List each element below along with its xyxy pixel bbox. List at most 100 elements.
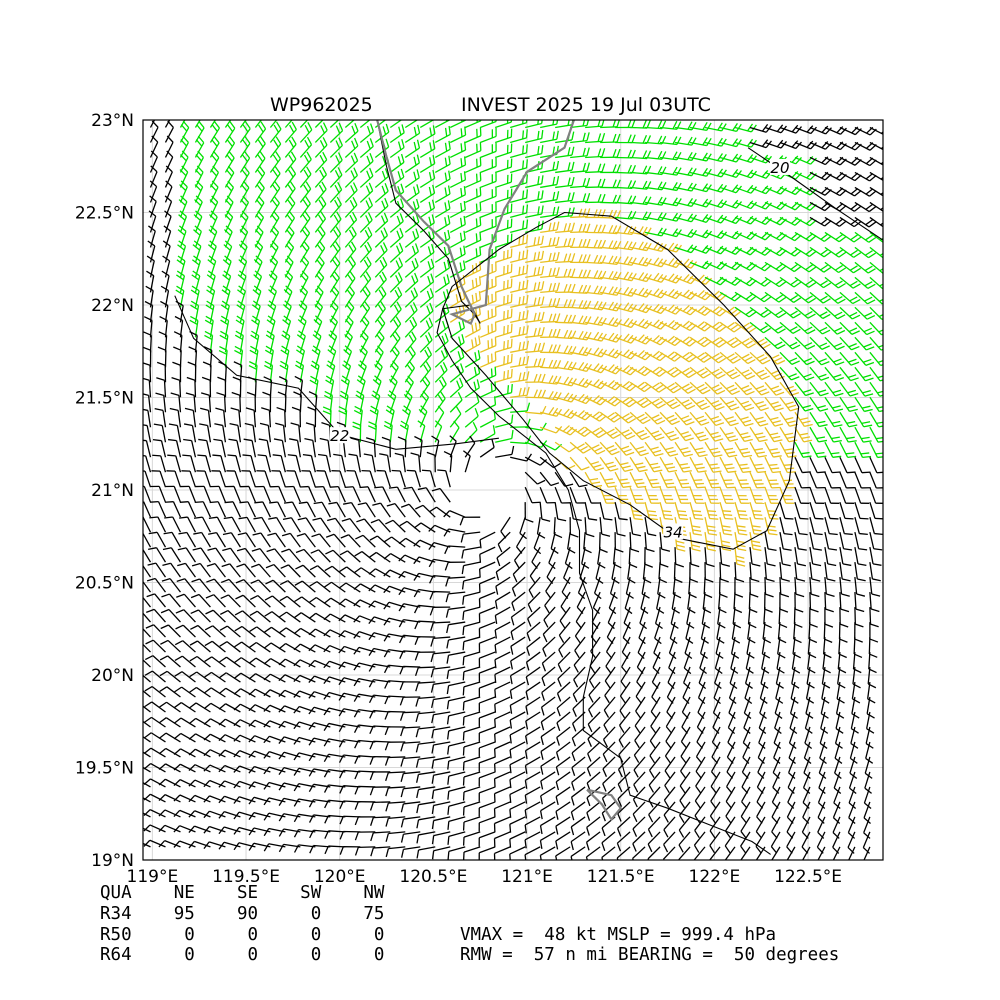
wind-barb — [462, 636, 481, 651]
wind-barb — [509, 741, 526, 759]
wind-barb — [854, 351, 875, 366]
wind-barb — [478, 606, 496, 623]
wind-barb — [204, 656, 226, 668]
wind-barb — [434, 185, 451, 203]
wind-barb — [510, 651, 526, 670]
wind-barb — [194, 501, 212, 518]
wind-barb — [146, 593, 166, 608]
wind-barb — [869, 276, 883, 290]
wind-barb — [659, 304, 683, 315]
wind-barb — [589, 651, 601, 674]
wind-barb — [197, 454, 212, 473]
wind-barb — [659, 366, 682, 378]
wind-barb — [245, 407, 257, 428]
wind-barb — [329, 196, 342, 218]
wind-barb — [764, 441, 782, 458]
wind-barb — [824, 486, 840, 504]
wind-barb — [555, 176, 575, 189]
wind-barb — [674, 182, 697, 192]
wind-barb — [854, 246, 877, 259]
wind-barb — [689, 411, 710, 426]
wind-barb — [414, 620, 436, 630]
wind-barb — [683, 666, 691, 690]
wind-barb — [704, 230, 728, 239]
wind-barb — [839, 486, 855, 504]
wind-barb — [168, 438, 182, 458]
wind-barb — [644, 532, 655, 553]
wind-barb — [539, 801, 556, 820]
wind-barb — [143, 532, 152, 548]
wind-barb — [314, 211, 327, 233]
wind-barb — [241, 470, 257, 488]
wind-barb — [689, 167, 712, 177]
wind-barb — [575, 606, 586, 629]
wind-barb — [629, 287, 653, 298]
wind-barb — [233, 672, 256, 683]
wind-barb — [299, 285, 309, 308]
wind-barb — [143, 596, 152, 608]
wind-barb — [569, 441, 591, 454]
wind-barb — [525, 666, 541, 686]
wind-barb — [224, 210, 234, 233]
wind-barb — [310, 549, 331, 563]
wind-barb — [389, 301, 402, 323]
wind-barb — [462, 591, 481, 605]
wind-barb — [869, 186, 883, 197]
wind-barb — [181, 470, 197, 488]
wind-barb — [493, 756, 511, 773]
wind-barb — [869, 592, 880, 613]
wind-barb — [824, 441, 842, 458]
wind-barb — [479, 202, 497, 219]
wind-barb — [513, 546, 526, 569]
wind-barb — [674, 486, 690, 504]
wind-barb — [305, 422, 317, 443]
wind-barb — [147, 562, 167, 578]
wind-barb — [356, 518, 376, 533]
wind-barb — [293, 627, 316, 638]
wind-barb — [584, 411, 607, 422]
wind-barb — [462, 711, 481, 726]
wind-barb — [525, 205, 544, 219]
wind-barb — [462, 606, 481, 620]
wind-barb — [368, 584, 391, 593]
wind-barb — [719, 547, 731, 567]
wind-barb — [359, 120, 371, 128]
wind-barb — [704, 351, 727, 364]
wind-barb — [644, 366, 667, 377]
wind-barb — [600, 133, 621, 144]
wind-barb — [404, 198, 420, 218]
wind-barb — [232, 376, 242, 398]
wind-barb — [259, 422, 272, 443]
wind-barb — [778, 607, 788, 629]
wind-barb — [445, 606, 466, 618]
wind-barb — [284, 255, 294, 278]
wind-barb — [854, 396, 873, 413]
wind-barb — [854, 592, 865, 613]
wind-barb — [563, 561, 571, 585]
wind-barb — [585, 148, 606, 159]
quadrant-table: QUA NE SE SW NW R34 95 90 0 75 R50 0 0 0… — [100, 883, 385, 965]
wind-barb — [263, 673, 286, 683]
wind-barb — [541, 651, 556, 672]
wind-barb — [446, 711, 466, 725]
wind-barb — [526, 621, 541, 642]
wind-barb — [254, 121, 267, 143]
wind-barb — [540, 206, 560, 219]
wind-barb — [283, 285, 293, 308]
wind-barb — [399, 650, 421, 659]
wind-barb — [869, 577, 881, 597]
wind-barb — [462, 666, 481, 681]
wind-barb — [824, 276, 846, 289]
wind-barb — [749, 366, 770, 381]
wind-barb — [570, 192, 591, 204]
wind-barb — [839, 607, 849, 628]
wind-barb — [701, 606, 711, 629]
wind-barb — [869, 471, 883, 489]
wind-barb — [526, 636, 541, 656]
y-axis-ticks: 19°N19.5°N20°N20.5°N21°N21.5°N22°N22.5°N… — [75, 111, 134, 871]
wind-barb — [614, 286, 637, 297]
wind-barb — [614, 256, 637, 266]
wind-barb — [176, 578, 196, 593]
wind-barb — [219, 641, 241, 653]
wind-barb — [149, 135, 159, 158]
